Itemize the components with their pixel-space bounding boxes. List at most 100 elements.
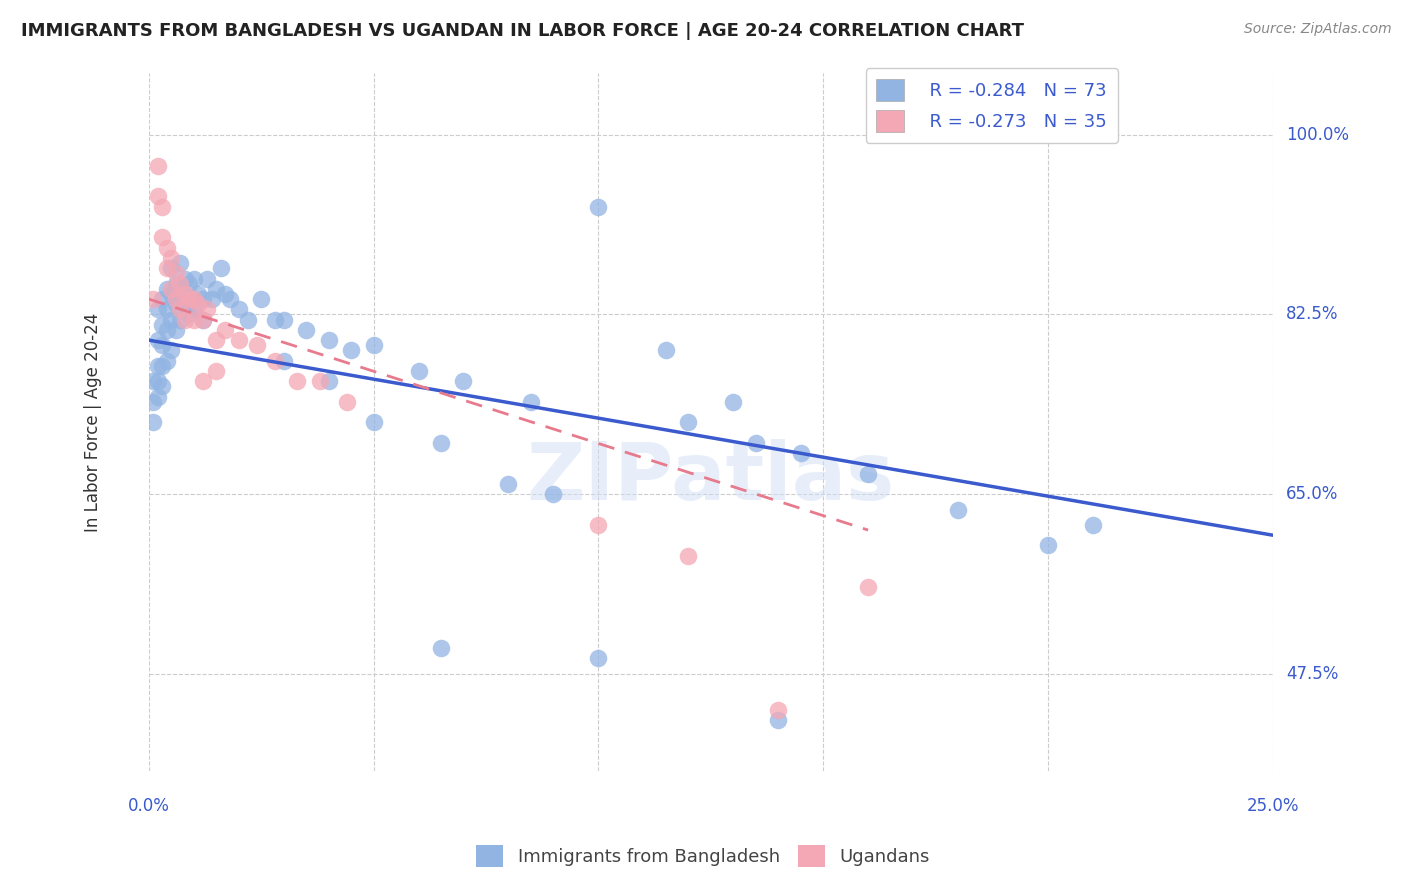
Point	[156, 282, 179, 296]
Point	[142, 394, 165, 409]
Point	[336, 394, 359, 409]
Text: 65.0%: 65.0%	[1286, 485, 1339, 503]
Point	[295, 323, 318, 337]
Legend: Immigrants from Bangladesh, Ugandans: Immigrants from Bangladesh, Ugandans	[470, 838, 936, 874]
Point	[173, 297, 195, 311]
Point	[156, 261, 179, 276]
Point	[160, 287, 183, 301]
Point	[273, 353, 295, 368]
Point	[169, 277, 191, 291]
Point	[142, 292, 165, 306]
Point	[150, 318, 173, 332]
Point	[723, 394, 745, 409]
Point	[263, 353, 285, 368]
Point	[236, 312, 259, 326]
Point	[588, 651, 610, 665]
Point	[318, 333, 340, 347]
Text: In Labor Force | Age 20-24: In Labor Force | Age 20-24	[83, 312, 101, 532]
Point	[183, 302, 205, 317]
Point	[766, 703, 789, 717]
Point	[318, 374, 340, 388]
Text: 82.5%: 82.5%	[1286, 305, 1339, 324]
Point	[165, 292, 187, 306]
Point	[183, 271, 205, 285]
Point	[165, 297, 187, 311]
Point	[209, 261, 232, 276]
Point	[430, 435, 453, 450]
Point	[160, 282, 183, 296]
Point	[744, 435, 766, 450]
Point	[146, 189, 169, 203]
Point	[142, 415, 165, 429]
Point	[273, 312, 295, 326]
Point	[146, 159, 169, 173]
Point	[588, 200, 610, 214]
Point	[1036, 539, 1059, 553]
Point	[150, 200, 173, 214]
Point	[678, 549, 700, 563]
Point	[191, 312, 214, 326]
Point	[856, 580, 879, 594]
Point	[191, 312, 214, 326]
Point	[173, 271, 195, 285]
Text: 25.0%: 25.0%	[1247, 797, 1299, 815]
Point	[340, 343, 363, 358]
Point	[169, 312, 191, 326]
Point	[655, 343, 678, 358]
Text: 0.0%: 0.0%	[128, 797, 170, 815]
Point	[678, 415, 700, 429]
Point	[205, 333, 228, 347]
Point	[160, 343, 183, 358]
Point	[946, 502, 969, 516]
Point	[201, 292, 224, 306]
Text: 47.5%: 47.5%	[1286, 665, 1339, 682]
Point	[214, 323, 236, 337]
Point	[453, 374, 475, 388]
Point	[146, 374, 169, 388]
Point	[205, 364, 228, 378]
Point	[150, 292, 173, 306]
Point	[156, 241, 179, 255]
Point	[150, 379, 173, 393]
Point	[228, 302, 250, 317]
Point	[160, 251, 183, 265]
Point	[498, 476, 520, 491]
Point	[169, 282, 191, 296]
Point	[142, 374, 165, 388]
Point	[160, 261, 183, 276]
Point	[520, 394, 543, 409]
Point	[146, 302, 169, 317]
Point	[363, 338, 385, 352]
Point	[183, 292, 205, 306]
Point	[430, 641, 453, 656]
Point	[285, 374, 308, 388]
Point	[187, 287, 209, 301]
Text: IMMIGRANTS FROM BANGLADESH VS UGANDAN IN LABOR FORCE | AGE 20-24 CORRELATION CHA: IMMIGRANTS FROM BANGLADESH VS UGANDAN IN…	[21, 22, 1024, 40]
Point	[173, 312, 195, 326]
Point	[179, 308, 201, 322]
Point	[250, 292, 273, 306]
Point	[146, 390, 169, 404]
Point	[263, 312, 285, 326]
Point	[150, 230, 173, 244]
Point	[191, 292, 214, 306]
Point	[165, 277, 187, 291]
Point	[179, 277, 201, 291]
Point	[543, 487, 565, 501]
Point	[214, 287, 236, 301]
Text: Source: ZipAtlas.com: Source: ZipAtlas.com	[1244, 22, 1392, 37]
Point	[183, 312, 205, 326]
Point	[1081, 517, 1104, 532]
Text: 100.0%: 100.0%	[1286, 126, 1350, 144]
Point	[156, 302, 179, 317]
Point	[246, 338, 269, 352]
Point	[588, 517, 610, 532]
Point	[218, 292, 240, 306]
Point	[169, 302, 191, 317]
Point	[789, 446, 811, 460]
Point	[173, 287, 195, 301]
Point	[146, 359, 169, 373]
Point	[856, 467, 879, 481]
Point	[308, 374, 330, 388]
Point	[766, 713, 789, 727]
